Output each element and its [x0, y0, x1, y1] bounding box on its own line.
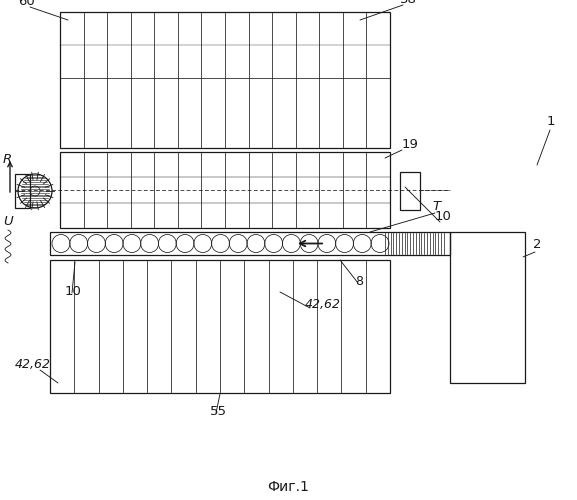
Bar	[60, 152, 390, 228]
Bar	[50, 260, 390, 393]
Text: 60: 60	[18, 0, 35, 8]
Bar	[15, 174, 30, 208]
Text: 42,62: 42,62	[305, 298, 341, 311]
Text: 8: 8	[355, 275, 363, 288]
Text: 1: 1	[547, 115, 556, 128]
Text: 42,62: 42,62	[15, 358, 51, 371]
Text: 2: 2	[533, 238, 541, 251]
Bar	[450, 232, 525, 383]
Text: R: R	[3, 153, 12, 166]
Bar	[60, 12, 390, 148]
Text: 55: 55	[210, 405, 227, 418]
Text: 19: 19	[402, 138, 419, 151]
Text: 58: 58	[400, 0, 417, 6]
Bar	[50, 232, 450, 255]
Text: T: T	[432, 200, 440, 213]
Text: 10: 10	[65, 285, 82, 298]
Text: 10: 10	[435, 210, 452, 223]
Bar	[400, 172, 420, 210]
Text: Фиг.1: Фиг.1	[268, 480, 309, 494]
Text: U: U	[3, 215, 13, 228]
